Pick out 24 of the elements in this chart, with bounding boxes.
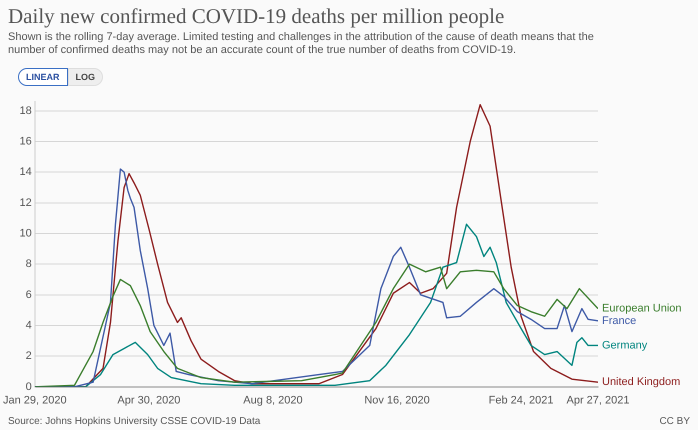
x-tick-label: Apr 27, 2021 [566, 394, 630, 406]
y-tick-label: 18 [20, 104, 32, 117]
y-tick-label: 10 [20, 228, 32, 240]
chart-title: Daily new confirmed COVID-19 deaths per million people [8, 4, 504, 29]
chart-subtitle: Shown is the rolling 7-day average. Limited testing and challenges in the attribution of the cause of death means that the number of confirmed deaths may not be an accurate count of the true number of deaths from COVID-19. [8, 31, 595, 57]
series-label: France [602, 314, 636, 327]
y-tick-label: 16 [20, 136, 32, 148]
y-tick-label: 0 [26, 380, 32, 393]
y-tick-label: 12 [20, 196, 32, 209]
source-note: Source: Johns Hopkins University CSSE COVID-19 Data [8, 416, 260, 427]
x-tick-label: Feb 24, 2021 [488, 394, 554, 406]
x-tick-label: Apr 30, 2020 [117, 394, 180, 406]
y-tick-label: 14 [20, 166, 32, 178]
series-label: Germany [602, 339, 648, 352]
x-tick-label: Aug 8, 2020 [243, 394, 303, 406]
text: CC BY [659, 416, 690, 427]
y-tick-label: 8 [26, 258, 32, 270]
x-tick-label: Jan 29, 2020 [2, 394, 67, 406]
x-tick-label: Nov 16, 2020 [364, 394, 430, 406]
y-tick-label: 2 [26, 350, 32, 362]
series-label: United Kingdom [602, 376, 680, 388]
series-label: European Union [602, 302, 682, 315]
y-tick-label: 4 [26, 320, 32, 332]
y-tick-label: 6 [26, 288, 32, 301]
